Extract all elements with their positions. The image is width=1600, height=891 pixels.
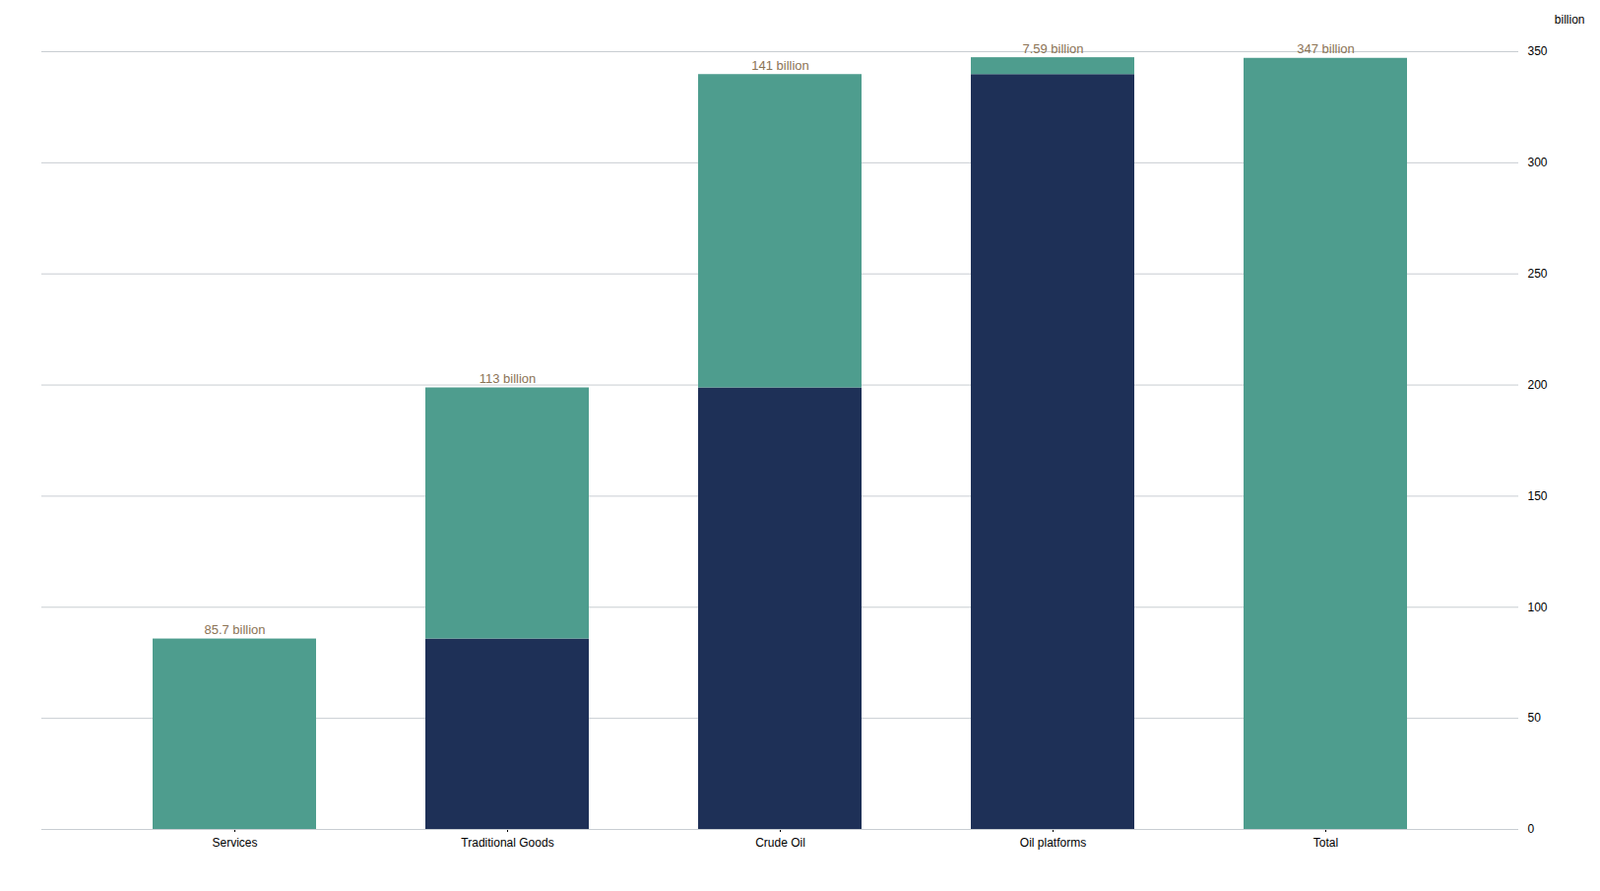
svg-text:Oil platforms: Oil platforms: [1020, 835, 1087, 850]
svg-text:250: 250: [1528, 266, 1548, 281]
svg-text:347 billion: 347 billion: [1296, 41, 1355, 57]
svg-text:113 billion: 113 billion: [479, 371, 537, 386]
svg-text:Services: Services: [211, 835, 257, 850]
svg-text:350: 350: [1528, 44, 1548, 59]
svg-text:141 billion: 141 billion: [751, 58, 810, 73]
svg-text:300: 300: [1528, 155, 1548, 170]
svg-text:Traditional Goods: Traditional Goods: [460, 835, 554, 850]
svg-text:200: 200: [1528, 378, 1548, 392]
svg-text:Crude Oil: Crude Oil: [755, 835, 806, 850]
svg-text:50: 50: [1528, 710, 1542, 725]
svg-text:150: 150: [1528, 489, 1548, 504]
svg-text:Total: Total: [1313, 835, 1339, 850]
svg-text:85.7 billion: 85.7 billion: [203, 622, 265, 638]
svg-text:7.59 billion: 7.59 billion: [1022, 41, 1084, 57]
svg-text:100: 100: [1528, 600, 1548, 615]
svg-text:0: 0: [1528, 822, 1536, 836]
svg-text:billion: billion: [1554, 12, 1586, 27]
